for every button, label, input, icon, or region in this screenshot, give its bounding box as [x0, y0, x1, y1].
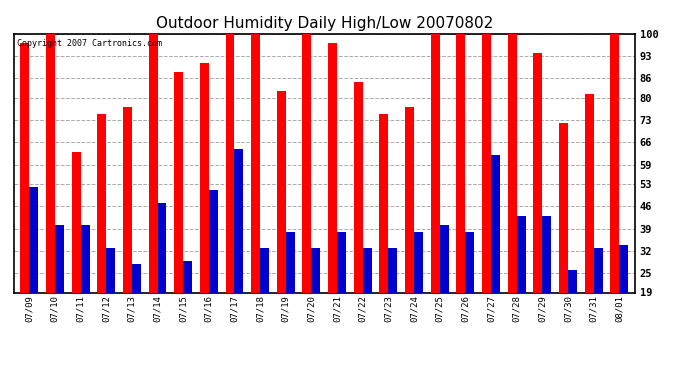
Bar [200, 63, 209, 353]
Bar [209, 190, 218, 353]
Bar [542, 216, 551, 353]
Bar [491, 155, 500, 353]
Bar [517, 216, 526, 353]
Bar [286, 232, 295, 353]
Bar [148, 34, 157, 353]
Bar [97, 114, 106, 353]
Bar [328, 44, 337, 353]
Bar [611, 34, 620, 353]
Bar [123, 107, 132, 353]
Bar [559, 123, 568, 353]
Bar [440, 225, 449, 353]
Bar [311, 248, 320, 353]
Bar [20, 44, 29, 353]
Bar [620, 244, 629, 353]
Bar [457, 34, 466, 353]
Bar [81, 225, 90, 353]
Bar [302, 34, 311, 353]
Bar [260, 248, 269, 353]
Bar [235, 149, 244, 353]
Bar [363, 248, 372, 353]
Bar [46, 34, 55, 353]
Bar [183, 261, 192, 353]
Bar [431, 34, 440, 353]
Bar [354, 82, 363, 353]
Bar [251, 34, 260, 353]
Bar [414, 232, 423, 353]
Bar [29, 187, 38, 353]
Bar [72, 152, 81, 353]
Bar [174, 72, 183, 353]
Bar [508, 34, 517, 353]
Bar [584, 94, 593, 353]
Bar [226, 34, 235, 353]
Bar [106, 248, 115, 353]
Bar [277, 91, 286, 353]
Bar [466, 232, 475, 353]
Bar [380, 114, 388, 353]
Bar [405, 107, 414, 353]
Bar [132, 264, 141, 353]
Bar [593, 248, 603, 353]
Bar [568, 270, 577, 353]
Bar [533, 53, 542, 353]
Title: Outdoor Humidity Daily High/Low 20070802: Outdoor Humidity Daily High/Low 20070802 [156, 16, 493, 31]
Bar [337, 232, 346, 353]
Text: Copyright 2007 Cartronics.com: Copyright 2007 Cartronics.com [17, 39, 162, 48]
Bar [157, 203, 166, 353]
Bar [482, 34, 491, 353]
Bar [55, 225, 64, 353]
Bar [388, 248, 397, 353]
